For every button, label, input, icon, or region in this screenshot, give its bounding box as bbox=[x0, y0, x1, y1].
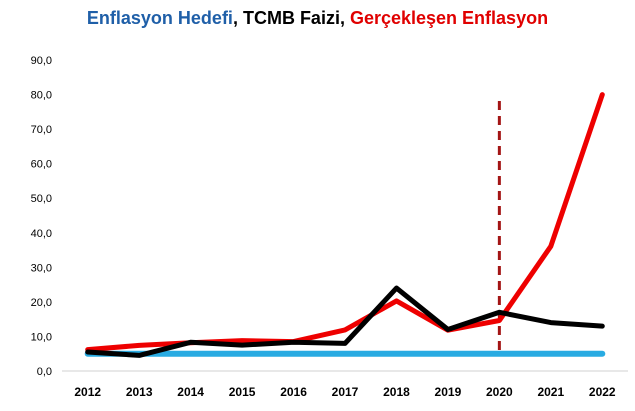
series-line-ger-ekle-en-enflasyon bbox=[85, 92, 605, 353]
y-tick-label: 10,0 bbox=[31, 331, 52, 343]
x-tick-label: 2017 bbox=[332, 385, 359, 399]
y-tick-label: 20,0 bbox=[31, 297, 52, 309]
x-tick-label: 2019 bbox=[435, 385, 462, 399]
x-tick-label: 2014 bbox=[177, 385, 204, 399]
y-tick-label: 90,0 bbox=[31, 55, 52, 67]
title-separator-1: , bbox=[232, 8, 243, 28]
chart-title: Enflasyon Hedefi, TCMB Faizi, Gerçekleşe… bbox=[0, 8, 635, 29]
x-tick-label: 2022 bbox=[589, 385, 616, 399]
x-tick-label: 2013 bbox=[126, 385, 153, 399]
x-tick-label: 2021 bbox=[537, 385, 564, 399]
x-tick-label: 2012 bbox=[74, 385, 101, 399]
y-tick-label: 60,0 bbox=[31, 159, 52, 171]
title-part-policy-rate: TCMB Faizi bbox=[242, 8, 340, 28]
title-part-actual-inflation: Gerçekleşen Enflasyon bbox=[349, 8, 549, 28]
y-tick-label: 80,0 bbox=[31, 90, 52, 102]
y-tick-label: 70,0 bbox=[31, 124, 52, 136]
title-part-target: Enflasyon Hedefi bbox=[86, 8, 233, 28]
y-tick-label: 50,0 bbox=[31, 193, 52, 205]
y-tick-label: 40,0 bbox=[31, 228, 52, 240]
y-axis-ticks: 0,0 10,0 20,0 30,0 40,0 50,0 60,0 70,0 80,0 90,0 bbox=[31, 55, 52, 378]
x-tick-label: 2016 bbox=[280, 385, 307, 399]
y-tick-label: 0,0 bbox=[37, 366, 52, 378]
y-tick-label: 30,0 bbox=[31, 262, 52, 274]
x-tick-label: 2020 bbox=[486, 385, 513, 399]
title-separator-2: , bbox=[339, 8, 350, 28]
x-axis-ticks: 2012 2013 2014 2015 2016 2017 2018 2019 2020 2021… bbox=[74, 385, 616, 399]
x-tick-label: 2018 bbox=[383, 385, 410, 399]
x-tick-label: 2015 bbox=[229, 385, 256, 399]
series-group bbox=[84, 92, 606, 358]
